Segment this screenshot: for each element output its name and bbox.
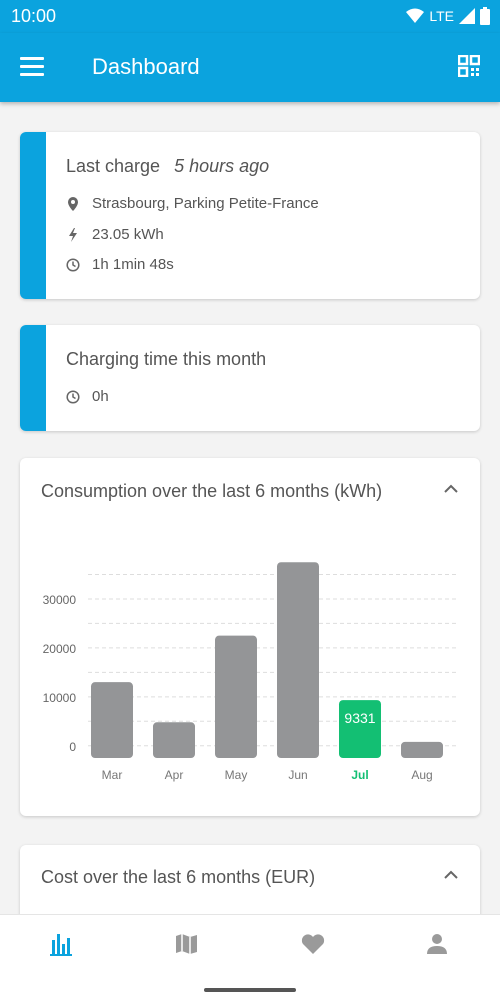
chart-bar (339, 700, 381, 758)
consumption-title: Consumption over the last 6 months (kWh) (41, 481, 383, 501)
location-pin-icon (68, 196, 78, 211)
network-label: LTE (429, 8, 454, 24)
chart-bar (91, 682, 133, 758)
y-tick-label: 30000 (43, 593, 77, 607)
x-tick-label: Apr (165, 768, 184, 782)
chart-bar (401, 741, 443, 758)
last-charge-card[interactable]: Last charge 5 hours ago Strasbourg, Parki… (20, 132, 480, 299)
bottom-navigation (0, 914, 500, 1000)
last-charge-title: Last charge 5 hours ago (66, 156, 269, 177)
menu-icon[interactable] (20, 57, 44, 77)
location-text: Strasbourg, Parking Petite-France (92, 195, 319, 212)
qr-code-icon[interactable] (458, 55, 480, 77)
data-label: 9331 (344, 710, 375, 726)
app-bar: Dashboard (0, 33, 500, 102)
nav-profile-icon[interactable] (423, 930, 451, 958)
duration-row: 1h 1min 48s (66, 256, 174, 273)
battery-icon (480, 7, 490, 25)
x-tick-label: May (225, 768, 248, 782)
duration-text: 1h 1min 48s (92, 256, 174, 273)
charging-time-row: 0h (66, 388, 109, 405)
last-charge-label: Last charge (66, 156, 161, 176)
charging-time-title: Charging time this month (66, 349, 267, 369)
nav-favorites-icon[interactable] (299, 930, 327, 958)
chevron-up-icon[interactable] (444, 484, 458, 494)
charging-time-value: 0h (92, 388, 109, 405)
consumption-chart: 0 10000 20000 30000 Mar Apr May Jun Jul 9331 Aug (43, 562, 458, 782)
x-tick-label: Mar (102, 768, 123, 782)
card-accent (20, 325, 46, 431)
energy-row: 23.05 kWh (66, 226, 164, 243)
location-row: Strasbourg, Parking Petite-France (66, 195, 319, 212)
clock-icon (66, 257, 80, 272)
chart-bar (153, 722, 195, 758)
x-tick-label: Jun (288, 768, 307, 782)
status-bar: 10:00 LTE (0, 0, 500, 33)
status-time: 10:00 (11, 6, 57, 26)
charging-time-card[interactable]: Charging time this month 0h (20, 325, 480, 431)
nav-map-icon[interactable] (173, 930, 201, 958)
page-title: Dashboard (92, 54, 200, 79)
y-tick-label: 20000 (43, 642, 77, 656)
energy-text: 23.05 kWh (92, 226, 164, 243)
lightning-icon (69, 227, 77, 242)
clock-icon (66, 389, 80, 404)
y-tick-label: 10000 (43, 691, 77, 705)
chevron-up-icon[interactable] (444, 870, 458, 880)
cost-title: Cost over the last 6 months (EUR) (41, 867, 316, 887)
x-tick-label: Aug (411, 768, 432, 782)
wifi-icon (406, 8, 425, 23)
home-indicator (204, 988, 296, 992)
nav-dashboard-icon[interactable] (48, 930, 76, 958)
chart-bar (277, 562, 319, 758)
signal-icon (459, 8, 475, 24)
chart-bar (215, 635, 257, 758)
y-tick-label: 0 (69, 740, 76, 754)
last-charge-ago: 5 hours ago (174, 156, 270, 176)
status-icons: LTE (406, 7, 490, 25)
x-tick-label: Jul (351, 768, 368, 782)
card-accent (20, 132, 46, 299)
